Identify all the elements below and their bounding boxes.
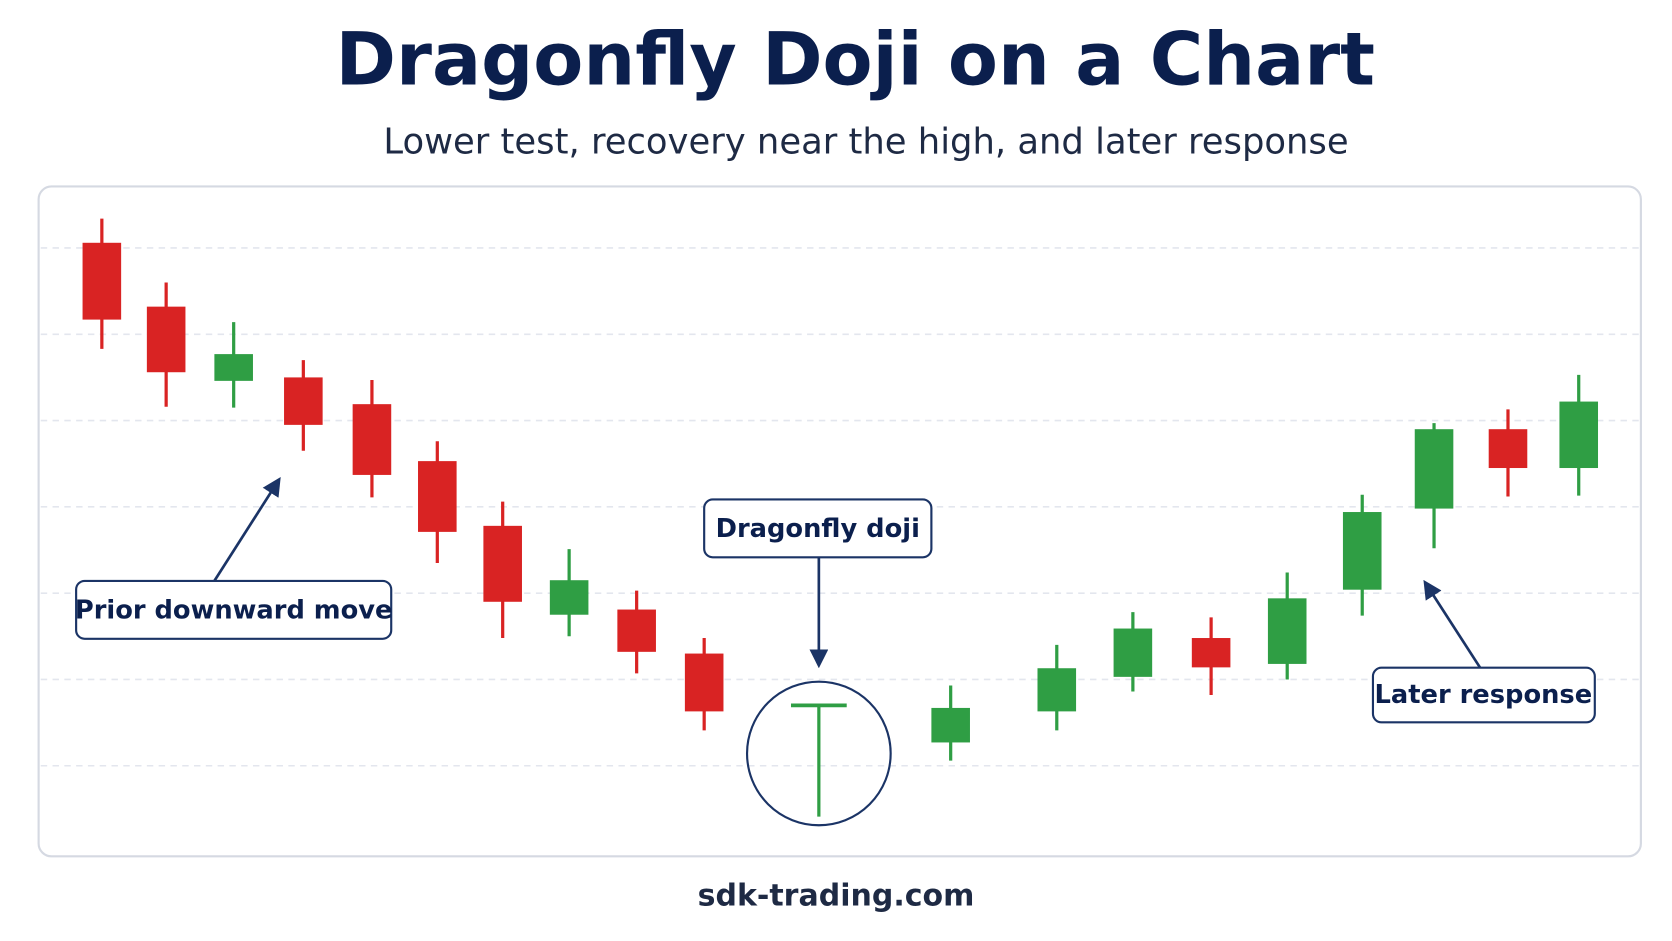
candle-body <box>1414 429 1454 509</box>
chart-subtitle: Lower test, recovery near the high, and … <box>383 122 1348 163</box>
candle-body <box>549 580 589 615</box>
candle-body <box>1191 638 1231 668</box>
candle-body <box>284 377 323 425</box>
annotation-box <box>703 498 933 559</box>
annotation: Dragonfly doji <box>716 514 920 544</box>
annotation: Prior downward move <box>75 595 393 625</box>
candle-body <box>1267 598 1307 664</box>
candle-body <box>684 653 724 712</box>
candle-body <box>352 404 392 475</box>
candle-body <box>1559 401 1599 469</box>
chart-title: Dragonfly Doji on a Chart <box>336 17 1375 102</box>
candle-body <box>82 242 122 320</box>
candle-body <box>1113 628 1153 677</box>
arrow <box>1423 579 1482 669</box>
candle-body <box>418 461 457 532</box>
arrow <box>213 476 281 582</box>
candle-body <box>1037 668 1077 712</box>
annotation-box <box>1371 666 1596 724</box>
doji-highlight <box>745 680 892 827</box>
annotation-box <box>75 579 393 640</box>
candle-body <box>931 707 970 743</box>
candle-body <box>1342 512 1382 590</box>
annotation: Later response <box>1374 680 1592 710</box>
candle-body <box>1488 429 1528 469</box>
footer: sdk-trading.com <box>698 879 975 914</box>
candle-body <box>617 609 656 652</box>
candle-body <box>146 306 186 373</box>
candle-body <box>214 354 253 381</box>
candle-body <box>483 525 522 602</box>
